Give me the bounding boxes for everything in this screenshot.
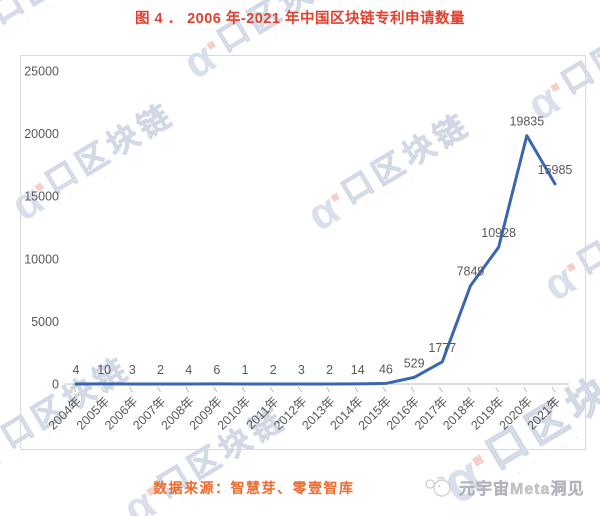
x-tick-mark	[100, 386, 105, 393]
data-label: 3	[129, 363, 136, 377]
data-label: 7849	[457, 265, 485, 279]
data-label: 1777	[428, 341, 456, 355]
data-label: 2	[270, 363, 277, 377]
watermark-subtext: · · · · · ·	[588, 243, 600, 287]
x-tick-mark	[410, 386, 415, 393]
y-tick-label: 25000	[24, 65, 59, 79]
watermark-alpha-glyph: α	[0, 428, 8, 485]
x-tick-mark	[551, 386, 556, 393]
watermark-dot-icon	[471, 453, 485, 467]
x-tick-mark	[128, 386, 133, 393]
x-tick-mark	[241, 386, 246, 393]
y-tick-label: 10000	[24, 252, 59, 266]
data-label: 2	[326, 363, 333, 377]
trend-line	[74, 134, 557, 386]
data-label: 19835	[509, 115, 544, 129]
data-label: 10928	[481, 226, 516, 240]
x-tick-mark	[523, 386, 528, 393]
x-tick-mark	[72, 386, 77, 393]
data-label: 1	[242, 363, 249, 377]
chart-area: 0 5000 10000 15000 20000 25000 2004年 2005年 2006年…	[20, 55, 586, 450]
x-tick-mark	[438, 386, 443, 393]
x-tick-mark	[467, 386, 471, 393]
data-label: 14	[351, 363, 365, 377]
y-tick-label: 15000	[24, 190, 59, 204]
x-tick-mark	[157, 386, 161, 393]
chart-title: 图 4 ． 2006 年-2021 年中国区块链专利申请数量	[134, 11, 466, 27]
x-tick-mark	[326, 386, 331, 393]
watermark-dot-icon	[206, 40, 216, 50]
data-label: 6	[213, 363, 220, 377]
data-label: 4	[185, 363, 192, 377]
data-label: 2	[157, 363, 164, 377]
x-tick-mark	[213, 386, 218, 393]
data-label: 529	[404, 356, 425, 370]
y-tick-label: 5000	[31, 315, 59, 329]
y-tick-label: 0	[52, 378, 59, 392]
data-label: 15985	[538, 163, 573, 177]
brand-logo-icon	[425, 476, 451, 497]
x-tick-mark	[354, 386, 359, 393]
data-source-note: 数据来源：智慧芽、零壹智库	[153, 480, 355, 496]
data-label: 4	[73, 363, 80, 377]
line-chart-svg: 05000100001500020000250002004年2005年2006年…	[24, 65, 573, 433]
brand-watermark: 元宇宙Meta洞见	[424, 475, 584, 499]
x-tick-mark	[495, 386, 500, 393]
x-tick-mark	[297, 386, 302, 393]
x-tick-mark	[269, 386, 274, 393]
brand-label: 元宇宙Meta洞见	[459, 481, 585, 499]
y-tick-label: 20000	[24, 127, 59, 141]
x-tick-mark	[185, 386, 190, 393]
x-tick-mark	[382, 386, 387, 393]
data-label: 46	[379, 362, 393, 376]
data-label: 10	[97, 363, 111, 377]
data-label: 3	[298, 363, 305, 377]
